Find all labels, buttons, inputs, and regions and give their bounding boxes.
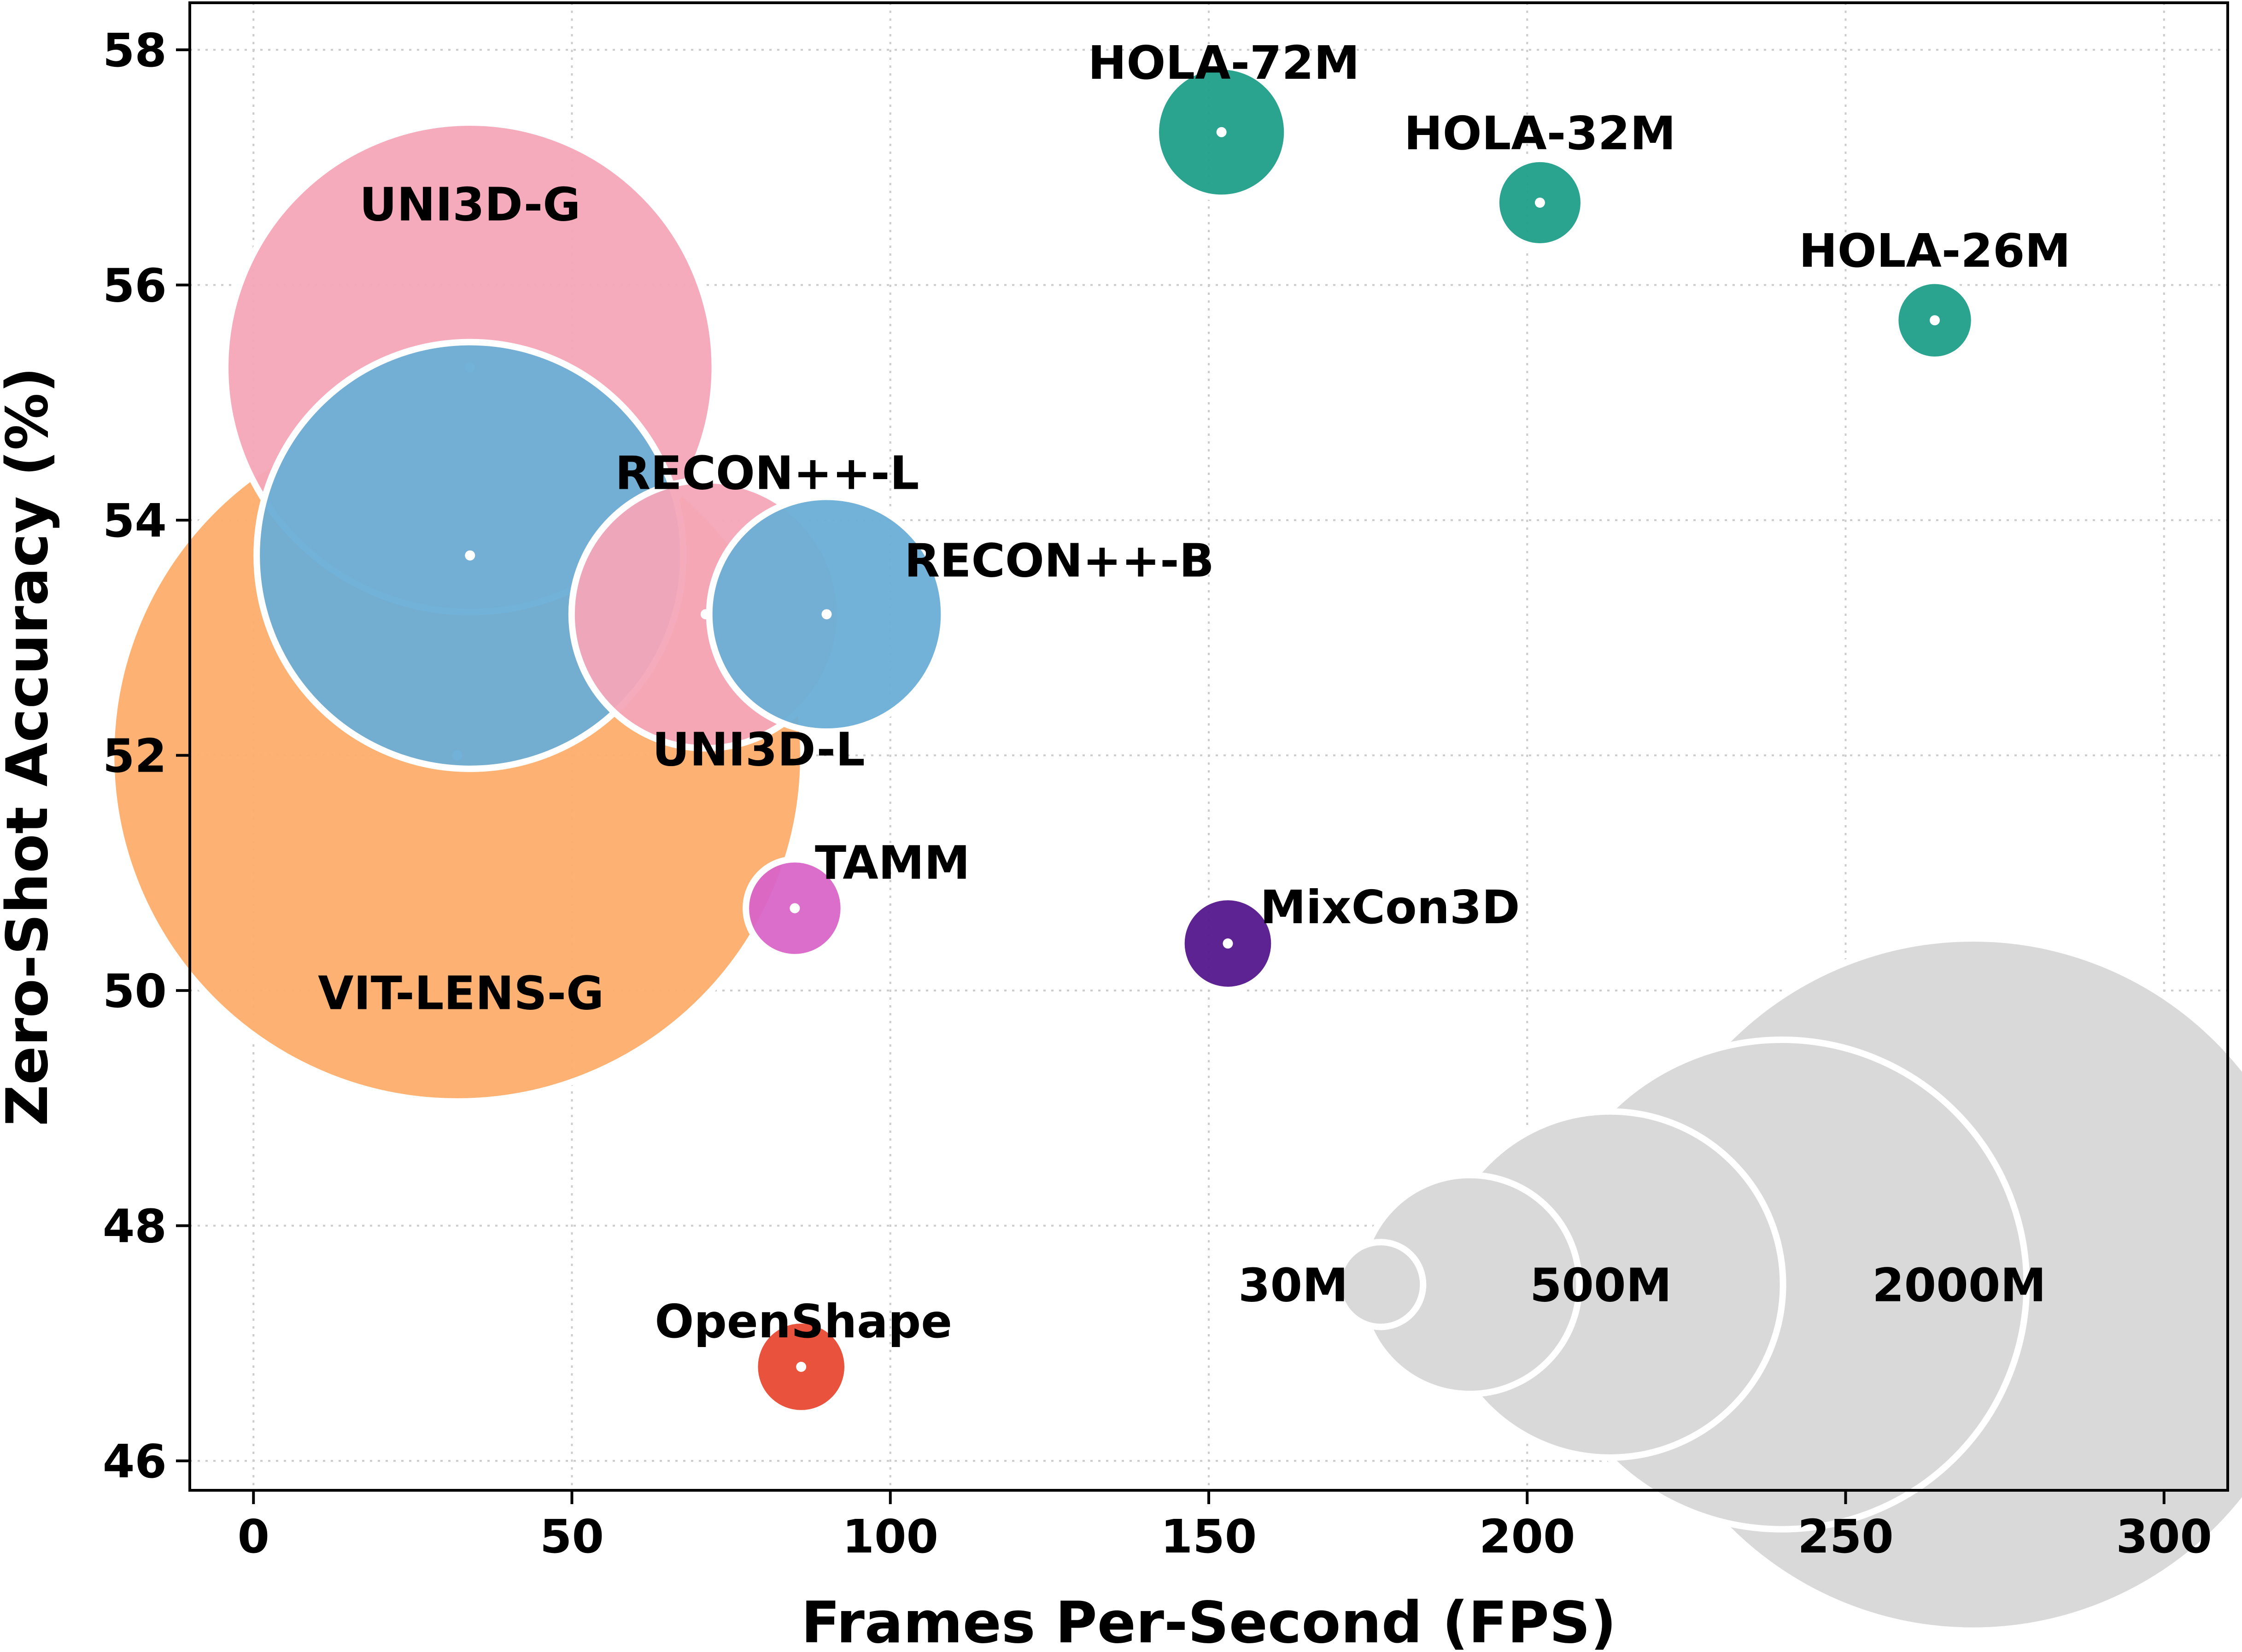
y-tick-label: 58 [103, 23, 167, 77]
axis-ticks: 0 50 100 150 200 250 300 46 48 50 52 54 56 58 [103, 23, 2212, 1564]
label-uni3d-g: UNI3D-G [359, 177, 580, 231]
size-legend-label: 30M [1238, 1258, 1348, 1312]
size-legend-label: 2000M [1872, 1258, 2046, 1312]
label-uni3d-l: UNI3D-L [652, 722, 865, 776]
x-tick-label: 0 [237, 1510, 269, 1564]
size-legend-label: 500M [1530, 1258, 1672, 1312]
bubble-center-dot [1223, 938, 1233, 949]
y-tick-label: 56 [103, 259, 167, 313]
y-tick-label: 46 [103, 1435, 167, 1488]
label-mixcon3d: MixCon3D [1260, 880, 1520, 934]
y-tick-label: 50 [103, 964, 167, 1018]
label-recon-b: RECON++-B [904, 533, 1214, 587]
x-tick-label: 50 [540, 1510, 604, 1564]
size-legend: 30M 500M 2000M [1238, 935, 2242, 1634]
label-openshape: OpenShape [655, 1295, 952, 1348]
y-axis-title: Zero-Shot Accuracy (%) [0, 367, 61, 1126]
x-axis-title: Frames Per-Second (FPS) [801, 1590, 1616, 1652]
bubble-center-dot [796, 1361, 807, 1372]
label-recon-l: RECON++-L [615, 446, 919, 500]
label-hola-72m: HOLA-72M [1088, 36, 1360, 90]
bubble-center-dot [821, 609, 832, 620]
x-tick-label: 250 [1797, 1510, 1894, 1564]
point-labels: VIT-LENS-G UNI3D-G RECON++-L UNI3D-L RECON++… [318, 36, 2071, 1348]
bubble-center-dot [1534, 197, 1545, 208]
label-tamm: TAMM [815, 836, 970, 890]
data-points [108, 63, 1978, 1417]
size-legend-bubble [1335, 1239, 1427, 1330]
x-tick-label: 150 [1161, 1510, 1257, 1564]
y-tick-label: 48 [103, 1200, 167, 1254]
x-tick-label: 300 [2116, 1510, 2212, 1564]
bubble-center-dot [465, 550, 475, 561]
label-vit-lens-g: VIT-LENS-G [318, 967, 604, 1020]
y-tick-label: 52 [103, 729, 167, 783]
bubble-center-dot [790, 903, 800, 914]
x-tick-label: 100 [842, 1510, 938, 1564]
x-tick-label: 200 [1479, 1510, 1575, 1564]
label-hola-26m: HOLA-26M [1799, 224, 2071, 278]
label-hola-32m: HOLA-32M [1404, 106, 1676, 160]
y-tick-label: 54 [103, 494, 167, 548]
bubble-center-dot [1216, 127, 1227, 137]
bubble-center-dot [1930, 315, 1940, 326]
